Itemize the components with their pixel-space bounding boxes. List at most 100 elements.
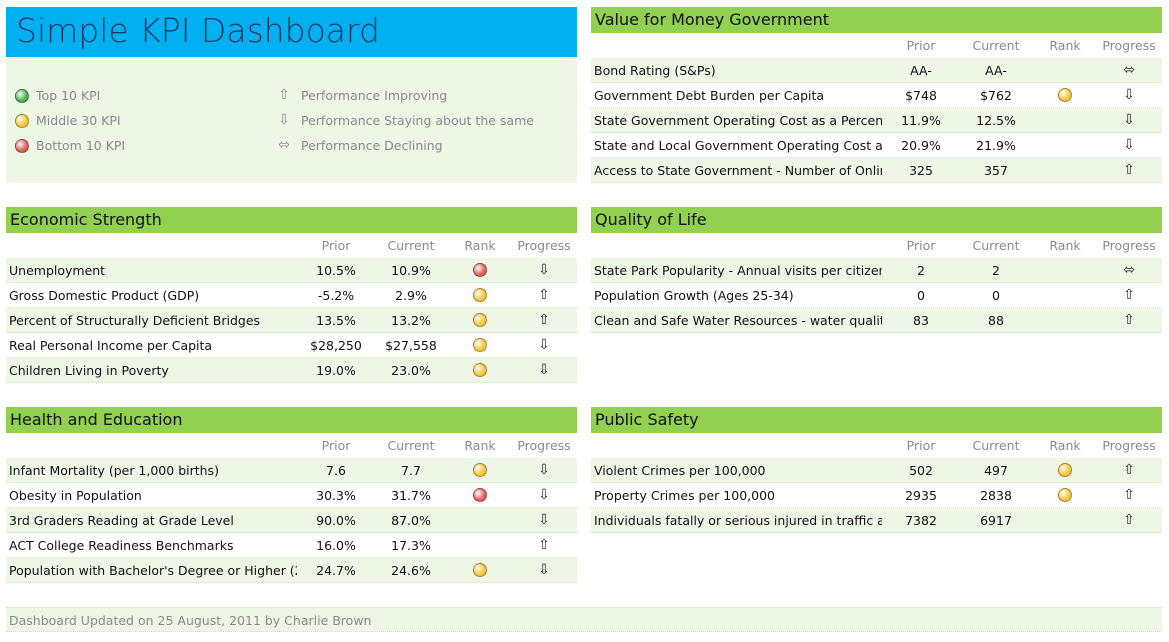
legend: Top 10 KPI Middle 30 KPI Bottom 10 KPI ⇧ Per… <box>6 57 577 183</box>
kpi-row: Children Living in Poverty 19.0% 23.0% ⇩ <box>6 358 577 383</box>
prior-value: -5.2% <box>317 288 355 303</box>
prior-value: 502 <box>909 463 933 478</box>
prior-value: 325 <box>909 163 933 178</box>
kpi-row: Violent Crimes per 100,000 502 497 ⇧ <box>591 458 1162 483</box>
kpi-row: Individuals fatally or serious injured i… <box>591 508 1162 533</box>
rank-dot <box>473 463 487 477</box>
rank-dot <box>15 89 29 103</box>
legend-label: Performance Improving <box>301 88 448 103</box>
prior-value: 90.0% <box>316 513 356 528</box>
kpi-label: Children Living in Poverty <box>9 363 169 378</box>
kpi-label: Real Personal Income per Capita <box>9 338 213 353</box>
column-header: Prior <box>906 38 936 53</box>
footer: Dashboard Updated on 25 August, 2011 by … <box>6 607 1162 632</box>
prior-value: 83 <box>913 313 929 328</box>
prior-value: $28,250 <box>310 338 362 353</box>
kpi-row: Property Crimes per 100,000 2935 2838 ⇧ <box>591 483 1162 508</box>
progress-arrow: ⇧ <box>538 312 550 328</box>
progress-arrow: ⇩ <box>1123 87 1135 103</box>
column-header: Current <box>972 38 1020 53</box>
kpi-section: Economic Strength Prior Current Rank Progres… <box>6 207 577 383</box>
prior-value: 11.9% <box>901 113 941 128</box>
prior-value: 24.7% <box>316 563 356 578</box>
kpi-row: Access to State Government - Number of O… <box>591 158 1162 183</box>
kpi-label: Obesity in Population <box>9 488 142 503</box>
rank-dot <box>15 139 29 153</box>
column-header: Prior <box>321 438 351 453</box>
current-value: 87.0% <box>391 513 431 528</box>
rank-dot <box>1058 463 1072 477</box>
kpi-row: Obesity in Population 30.3% 31.7% ⇩ <box>6 483 577 508</box>
current-value: 2.9% <box>395 288 427 303</box>
column-header: Current <box>972 238 1020 253</box>
column-header: Rank <box>1049 38 1081 53</box>
current-value: AA- <box>985 63 1007 78</box>
prior-value: 16.0% <box>316 538 356 553</box>
rank-dot <box>15 114 29 128</box>
progress-arrow: ⇧ <box>1123 512 1135 528</box>
progress-arrow: ⇧ <box>1123 462 1135 478</box>
current-value: 13.2% <box>391 313 431 328</box>
current-value: 88 <box>988 313 1004 328</box>
legend-label: Middle 30 KPI <box>36 113 121 128</box>
kpi-row: Bond Rating (S&Ps) AA- AA- ⬄ <box>591 58 1162 83</box>
prior-value: $748 <box>905 88 937 103</box>
column-header: Rank <box>464 438 496 453</box>
current-value: 2 <box>992 263 1000 278</box>
kpi-row: Population with Bachelor's Degree or Hig… <box>6 558 577 583</box>
progress-arrow: ⇧ <box>1123 287 1135 303</box>
kpi-section: Quality of Life Prior Current Rank Progress S… <box>591 207 1162 333</box>
kpi-row: State Park Popularity - Annual visits pe… <box>591 258 1162 283</box>
kpi-row: Real Personal Income per Capita $28,250 $2… <box>6 333 577 358</box>
column-header: Current <box>972 438 1020 453</box>
kpi-row: Infant Mortality (per 1,000 births) 7.6 7.… <box>6 458 577 483</box>
column-header: Rank <box>1049 238 1081 253</box>
column-header: Rank <box>1049 438 1081 453</box>
current-value: 21.9% <box>976 138 1016 153</box>
current-value: 497 <box>984 463 1008 478</box>
kpi-section: Public Safety Prior Current Rank Progress Vio… <box>591 407 1162 533</box>
prior-value: 20.9% <box>901 138 941 153</box>
column-header: Prior <box>321 238 351 253</box>
kpi-label: Percent of Structurally Deficient Bridge… <box>9 313 261 328</box>
current-value: 7.7 <box>401 463 421 478</box>
kpi-row: Percent of Structurally Deficient Bridge… <box>6 308 577 333</box>
kpi-label: Population with Bachelor's Degree or Hig… <box>9 563 297 578</box>
prior-value: 10.5% <box>316 263 356 278</box>
prior-value: 19.0% <box>316 363 356 378</box>
kpi-row: Government Debt Burden per Capita $748 $76… <box>591 83 1162 108</box>
kpi-label: Individuals fatally or serious injured i… <box>594 513 882 528</box>
column-header: Current <box>387 438 435 453</box>
kpi-label: 3rd Graders Reading at Grade Level <box>9 513 234 528</box>
legend-label: Bottom 10 KPI <box>36 138 126 153</box>
kpi-label: Government Debt Burden per Capita <box>594 88 825 103</box>
progress-arrow: ⇩ <box>538 462 550 478</box>
kpi-label: ACT College Readiness Benchmarks <box>9 538 234 553</box>
kpi-label: Clean and Safe Water Resources - water q… <box>594 313 882 328</box>
current-value: $27,558 <box>385 338 437 353</box>
column-header: Progress <box>1102 438 1156 453</box>
legend-label: Performance Declining <box>301 138 443 153</box>
current-value: 0 <box>992 288 1000 303</box>
kpi-row: Clean and Safe Water Resources - water q… <box>591 308 1162 333</box>
rank-dot <box>473 338 487 352</box>
kpi-row: Population Growth (Ages 25-34) 0 0 ⇧ <box>591 283 1162 308</box>
rank-dot <box>473 263 487 277</box>
kpi-label: Population Growth (Ages 25-34) <box>594 288 794 303</box>
kpi-label: Access to State Government - Number of O… <box>594 163 882 178</box>
kpi-label: Property Crimes per 100,000 <box>594 488 775 503</box>
kpi-section: Value for Money Government Prior Current Ra… <box>591 7 1162 183</box>
kpi-row: 3rd Graders Reading at Grade Level 90.0% 8… <box>6 508 577 533</box>
current-value: 2838 <box>980 488 1012 503</box>
progress-arrow: ⇩ <box>1123 137 1135 153</box>
kpi-label: State Park Popularity - Annual visits pe… <box>594 263 882 278</box>
current-value: 6917 <box>980 513 1012 528</box>
progress-arrow: ⇧ <box>538 537 550 553</box>
kpi-row: Unemployment 10.5% 10.9% ⇩ <box>6 258 577 283</box>
rank-dot <box>473 313 487 327</box>
current-value: 17.3% <box>391 538 431 553</box>
legend-label: Top 10 KPI <box>36 88 101 103</box>
progress-arrow: ⇩ <box>538 562 550 578</box>
progress-arrow: ⇩ <box>538 487 550 503</box>
